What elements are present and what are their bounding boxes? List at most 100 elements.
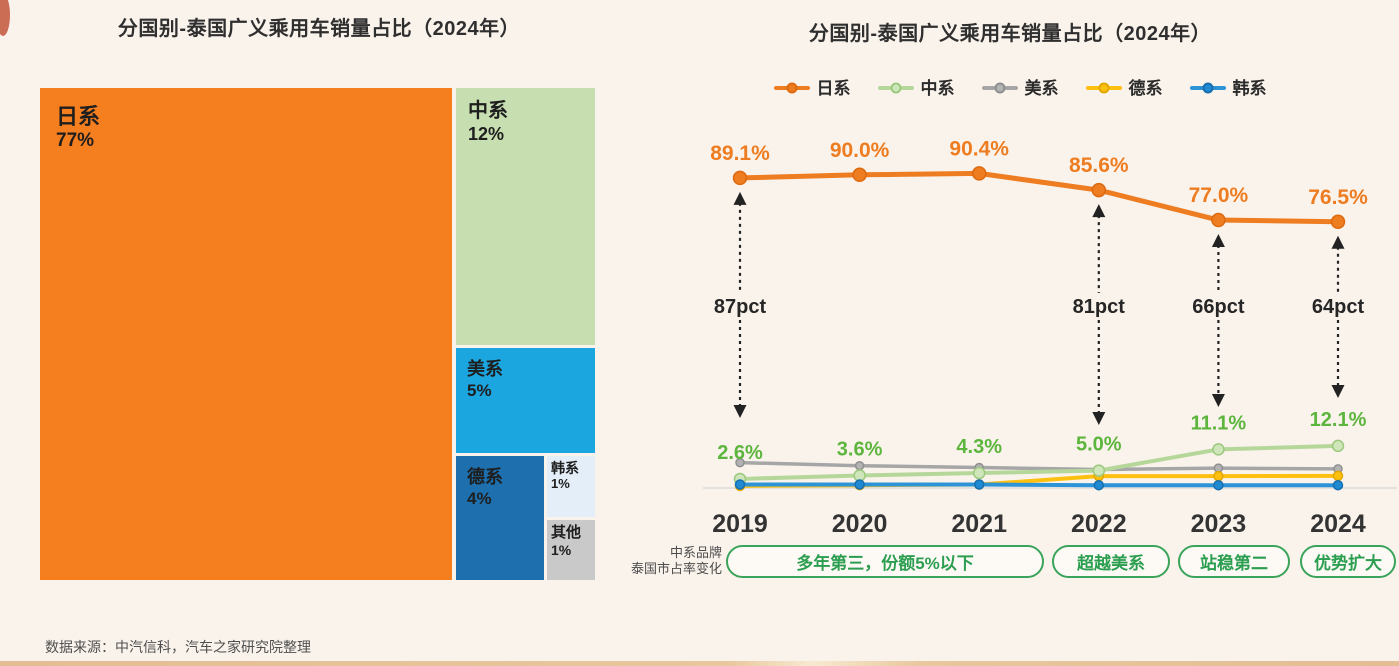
treemap-block-label: 韩系 <box>551 460 579 476</box>
annotation-pill-1: 多年第三，份额5%以下 <box>726 545 1044 578</box>
annotation-side-label: 中系品牌 泰国市占率变化 <box>608 545 722 576</box>
series-point-日系 <box>1091 182 1107 198</box>
gap-arrow-2023: 66pct <box>1192 234 1245 407</box>
gap-label: 81pct <box>1073 296 1126 318</box>
series-point-美系 <box>974 462 984 473</box>
series-point-韩系 <box>973 479 985 490</box>
series-point-日系 <box>971 166 987 181</box>
annotation-pill-2: 超越美系 <box>1052 545 1170 578</box>
treemap-block-value: 12% <box>468 124 505 144</box>
arrow-down-icon <box>1331 385 1345 398</box>
series-line-德系 <box>738 473 1340 488</box>
data-label-日系: 85.6% <box>1069 154 1129 177</box>
arrow-up-icon <box>1331 235 1345 249</box>
legend-item-中系: 中系 <box>877 78 955 98</box>
treemap-chart: 日系 77% 中系 12% 美系 5% 德系 4% 韩系 1% 其他 1% <box>40 88 595 580</box>
series-line-美系 <box>738 460 1340 472</box>
linechart-title: 分国别-泰国广义乘用车销量占比（2024年） <box>808 23 1212 45</box>
arrow-up-icon <box>1092 204 1106 218</box>
data-label-日系: 76.5% <box>1308 186 1368 209</box>
x-tick-label: 2024 <box>1310 510 1366 538</box>
legend-line-icon <box>773 82 810 94</box>
data-label-中系: 4.3% <box>956 436 1002 458</box>
legend-dot-icon <box>890 82 901 94</box>
series-point-中系 <box>853 469 866 482</box>
series-point-韩系 <box>1332 479 1344 491</box>
series-point-日系 <box>732 170 748 186</box>
legend-item-美系: 美系 <box>981 78 1059 98</box>
arrow-down-icon <box>1092 412 1106 425</box>
annotation-side-label-line1: 中系品牌 <box>669 545 722 560</box>
series-point-美系 <box>1333 464 1343 474</box>
legend-item-日系: 日系 <box>773 78 851 98</box>
treemap-block-value: 5% <box>467 380 492 400</box>
legend-item-韩系: 韩系 <box>1189 78 1267 98</box>
x-tick-label: 2019 <box>712 510 768 538</box>
x-tick-label: 2023 <box>1191 510 1247 538</box>
series-point-美系 <box>735 457 745 468</box>
corner-artifact <box>0 0 10 36</box>
gap-label: 87pct <box>714 296 767 318</box>
series-line-韩系 <box>738 482 1340 488</box>
series-point-中系 <box>1331 439 1345 453</box>
legend-dot-icon <box>1098 82 1109 94</box>
annotation-pill-4: 优势扩大 <box>1300 545 1396 578</box>
treemap-block-label: 德系 <box>467 467 503 487</box>
x-tick-label: 2022 <box>1071 510 1127 538</box>
treemap-block-korea: 韩系 1% <box>547 456 595 517</box>
legend-label: 美系 <box>1024 78 1059 98</box>
gap-arrow-2022: 81pct <box>1073 204 1126 425</box>
treemap-block-label: 其他 <box>551 524 582 541</box>
x-tick-label: 2020 <box>832 510 888 538</box>
data-label-中系: 11.1% <box>1191 412 1247 434</box>
data-label-中系: 5.0% <box>1076 434 1122 456</box>
series-point-韩系 <box>734 479 746 490</box>
legend-label: 韩系 <box>1232 78 1267 98</box>
treemap-block-germany: 德系 4% <box>456 456 544 580</box>
series-point-德系 <box>1332 470 1344 482</box>
data-label-日系: 77.0% <box>1189 184 1249 207</box>
legend-line-icon <box>1085 82 1122 94</box>
arrow-down-icon <box>733 405 747 418</box>
treemap-block-japan: 日系 77% <box>40 88 452 580</box>
arrow-down-icon <box>1211 394 1225 407</box>
series-point-日系 <box>852 167 867 183</box>
series-line-中系 <box>738 443 1340 481</box>
treemap-block-label: 中系 <box>468 100 508 122</box>
series-point-中系 <box>1212 443 1225 456</box>
series-point-中系 <box>972 466 986 480</box>
series-point-美系 <box>854 460 865 471</box>
series-point-韩系 <box>1213 479 1224 491</box>
gap-arrow-2024: 64pct <box>1312 235 1365 398</box>
treemap-block-value: 4% <box>467 488 492 508</box>
treemap-block-value: 77% <box>56 130 95 152</box>
series-point-美系 <box>1213 463 1224 473</box>
series-point-韩系 <box>1093 479 1105 491</box>
legend-line-icon <box>877 82 914 94</box>
legend-item-德系: 德系 <box>1085 78 1163 98</box>
treemap-block-other: 其他 1% <box>547 520 595 580</box>
x-tick-label: 2021 <box>951 510 1007 538</box>
legend-label: 德系 <box>1128 78 1163 98</box>
series-point-日系 <box>1211 212 1226 228</box>
treemap-block-value: 1% <box>551 476 570 492</box>
legend-label: 日系 <box>816 78 851 98</box>
data-label-中系: 3.6% <box>837 438 883 460</box>
series-point-德系 <box>973 479 985 490</box>
bottom-strip <box>0 661 1399 666</box>
treemap-block-label: 日系 <box>56 104 101 129</box>
legend-dot-icon <box>994 82 1005 94</box>
gap-label: 64pct <box>1312 296 1365 318</box>
data-label-中系: 12.1% <box>1310 409 1367 431</box>
arrow-up-icon <box>1211 234 1225 248</box>
arrow-up-icon <box>733 191 747 205</box>
series-point-德系 <box>734 480 746 492</box>
data-label-中系: 2.6% <box>717 442 763 464</box>
series-point-中系 <box>733 472 747 486</box>
data-label-日系: 90.0% <box>830 139 890 162</box>
source-note: 数据来源：中汽信科，汽车之家研究院整理 <box>45 639 311 655</box>
legend-line-icon <box>981 82 1018 94</box>
legend-label: 中系 <box>920 78 955 98</box>
treemap-block-usa: 美系 5% <box>456 348 595 453</box>
